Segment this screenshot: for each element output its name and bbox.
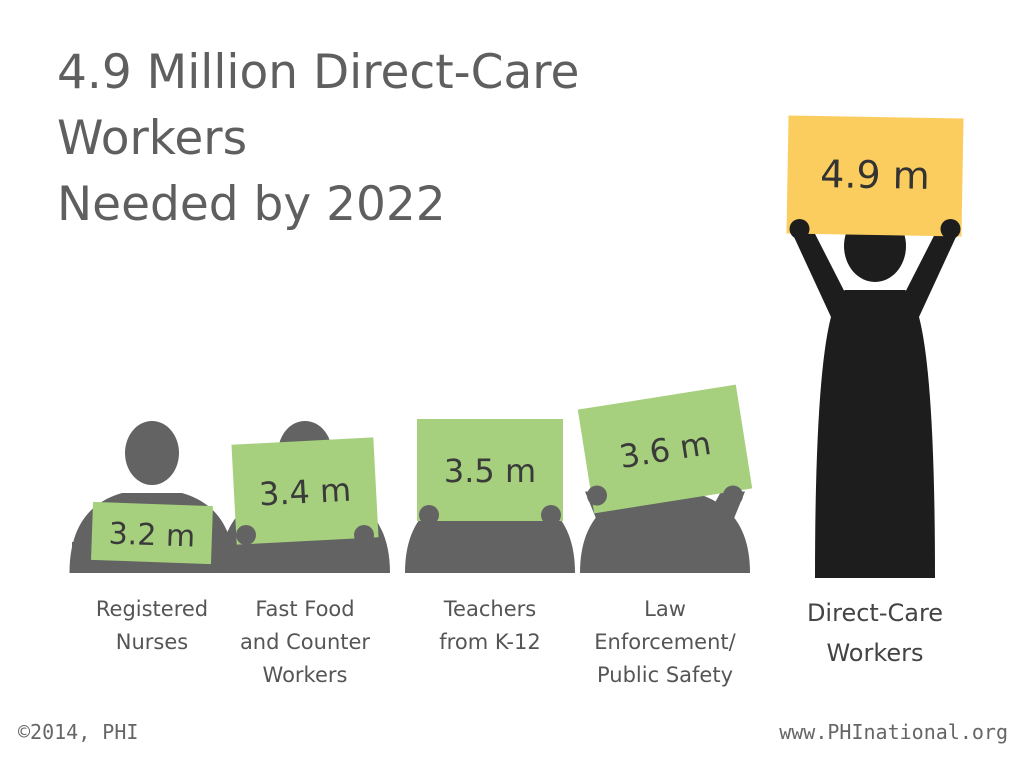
hand-right bbox=[354, 525, 374, 545]
category-label-4: Law Enforcement/Public Safety bbox=[580, 593, 750, 692]
hand-right bbox=[723, 485, 743, 506]
sign-board bbox=[91, 501, 213, 565]
category-label-line: Registered bbox=[95, 597, 209, 621]
category-label-2: Fast Food and Counter Workers bbox=[220, 593, 390, 692]
sign-value-label: 3.2 m bbox=[108, 517, 196, 555]
sign-1: 3.2 m bbox=[91, 501, 213, 565]
category-label-line: Teachers bbox=[443, 597, 537, 621]
silhouette-arm-right bbox=[891, 225, 962, 330]
silhouette-arm-left bbox=[788, 225, 859, 330]
category-label-1: Registered Nurses bbox=[77, 593, 227, 659]
category-label-line: Public Safety bbox=[597, 663, 733, 687]
title-line-2: Needed by 2022 bbox=[57, 177, 446, 232]
hand-right bbox=[940, 219, 961, 239]
category-label-5: Direct-Care Workers bbox=[780, 593, 970, 673]
sign-board bbox=[786, 115, 964, 237]
person-figure-5 bbox=[788, 210, 962, 578]
category-label-line: and Counter bbox=[239, 630, 371, 654]
copyright-text: ©2014, PHI bbox=[18, 720, 139, 744]
category-label-line: Enforcement/ bbox=[594, 630, 736, 654]
silhouette-body bbox=[815, 290, 935, 578]
silhouette-head bbox=[125, 421, 179, 485]
sign-3: 3.5 m bbox=[417, 419, 563, 521]
title-line-1: 4.9 Million Direct-Care Workers bbox=[57, 45, 580, 166]
sign-value-label: 3.4 m bbox=[258, 471, 352, 514]
sign-value-label: 4.9 m bbox=[820, 152, 930, 198]
website-text: www.PHInational.org bbox=[779, 720, 1008, 744]
sign-board bbox=[417, 419, 563, 521]
category-label-line: Nurses bbox=[115, 630, 189, 654]
category-label-line: from K-12 bbox=[439, 630, 541, 654]
sign-5: 4.9 m bbox=[786, 115, 964, 237]
hand-left bbox=[789, 219, 810, 239]
category-label-line: Direct-Care bbox=[806, 599, 944, 627]
category-label-line: Law bbox=[644, 597, 686, 621]
sign-board bbox=[577, 384, 753, 514]
sign-board bbox=[231, 437, 379, 545]
sign-4: 3.6 m bbox=[577, 384, 753, 514]
category-label-line: Fast Food bbox=[255, 597, 355, 621]
hand-right bbox=[541, 505, 561, 525]
category-label-line: Workers bbox=[262, 663, 348, 687]
hand-left bbox=[587, 485, 607, 506]
category-label-3: Teachers from K-12 bbox=[415, 593, 565, 659]
sign-value-label: 3.5 m bbox=[444, 452, 536, 490]
page-title: 4.9 Million Direct-Care Workers Needed b… bbox=[57, 40, 757, 238]
sign-2: 3.4 m bbox=[231, 437, 379, 545]
category-label-line: Workers bbox=[826, 639, 924, 667]
hand-left bbox=[236, 525, 256, 545]
hand-left bbox=[419, 505, 439, 525]
silhouette-body bbox=[580, 493, 750, 573]
